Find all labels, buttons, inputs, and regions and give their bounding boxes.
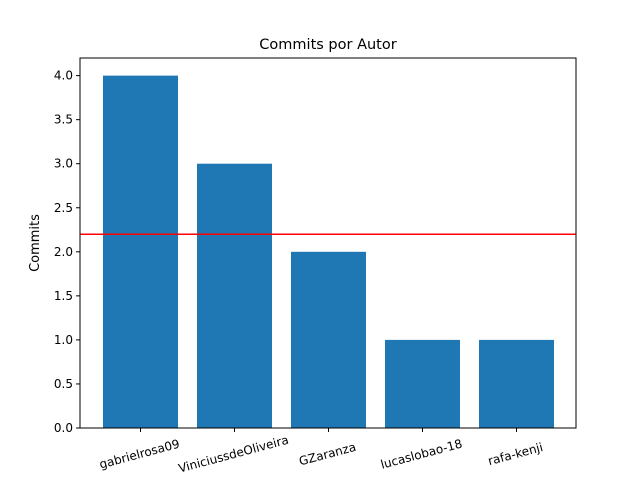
chart-title: Commits por Autor (259, 37, 396, 53)
y-tick-label-3: 1.5 (54, 289, 73, 303)
y-tick-label-0: 0.0 (54, 421, 73, 435)
bars-group (103, 75, 554, 429)
y-tick-label-1: 0.5 (54, 377, 73, 391)
plot-frame (79, 57, 577, 429)
y-axis: 0.0 0.5 1.0 1.5 2.0 2.5 3.0 3.5 4.0 (54, 69, 80, 435)
y-tick-label-8: 4.0 (54, 69, 73, 83)
bar-0 (103, 75, 178, 429)
bar-3 (385, 339, 460, 428)
y-axis-label: Commits (28, 214, 43, 272)
y-tick-label-6: 3.0 (54, 157, 73, 171)
y-tick-label-5: 2.5 (54, 201, 73, 215)
y-tick-label-7: 3.5 (54, 113, 73, 127)
bar-2 (291, 251, 366, 428)
y-tick-label-2: 1.0 (54, 333, 73, 347)
bar-4 (479, 339, 554, 428)
y-tick-label-4: 2.0 (54, 245, 73, 259)
bar-1 (197, 163, 272, 428)
